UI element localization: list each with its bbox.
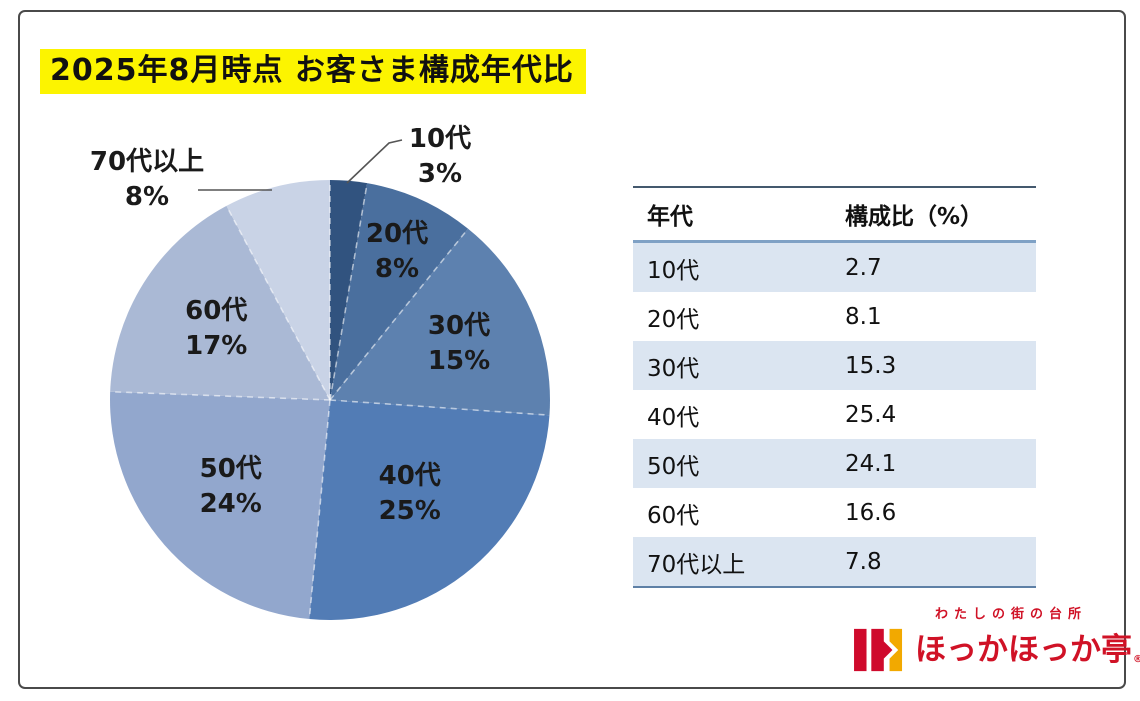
logo-name-text: ほっかほっか亭 xyxy=(915,631,1132,668)
table-row-60代: 60代 16.6 xyxy=(633,488,1036,537)
cell-age: 70代以上 xyxy=(633,537,831,588)
cell-ratio: 25.4 xyxy=(845,401,897,428)
pie-slice-60代 xyxy=(110,205,330,400)
brand-logo: わたしの街の台所 ほっかほっか亭® xyxy=(852,603,1140,674)
leader-line-10代 xyxy=(346,139,403,184)
table-header-row: 年代 構成比（%） xyxy=(633,186,1036,243)
cell-age: 20代 xyxy=(647,306,700,333)
cell-age: 40代 xyxy=(647,404,700,431)
cell-age: 60代 xyxy=(647,502,700,529)
hokka-hokka-tei-hh-icon xyxy=(854,628,903,672)
table-row-10代: 10代 2.7 xyxy=(633,241,1036,292)
pie-slice-20代 xyxy=(330,183,469,400)
cell-age: 50代 xyxy=(633,439,831,488)
slice-separator xyxy=(329,228,469,401)
slice-separator xyxy=(329,183,368,401)
logo-name: ほっかほっか亭® xyxy=(915,631,1140,668)
table-row-30代: 30代 15.3 xyxy=(633,341,1036,390)
slice-separator xyxy=(110,390,331,401)
cell-ratio: 16.6 xyxy=(845,499,897,526)
age-composition-table: 年代 構成比（%） 10代 2.7 20代 8.1 30代 15.3 40代 25.4 50代 2… xyxy=(633,186,1036,588)
cell-ratio: 7.8 xyxy=(831,537,1036,588)
cell-ratio: 2.7 xyxy=(831,241,1036,292)
table-row-40代: 40代 25.4 xyxy=(633,390,1036,439)
pie-slice-30代 xyxy=(330,228,550,416)
cell-ratio: 15.3 xyxy=(831,341,1036,390)
pie-slice-40代 xyxy=(309,400,550,620)
cell-ratio: 24.1 xyxy=(831,439,1036,488)
table-row-50代: 50代 24.1 xyxy=(633,439,1036,488)
cell-ratio: 8.1 xyxy=(845,303,882,330)
pie-chart xyxy=(110,139,550,620)
pie-slice-70代以上 xyxy=(226,180,330,400)
cell-age: 10代 xyxy=(633,241,831,292)
slice-separator xyxy=(329,399,550,416)
column-header-ratio: 構成比（%） xyxy=(831,186,1036,243)
page-title: 2025年8月時点 お客さま構成年代比 xyxy=(40,49,586,94)
cell-age: 30代 xyxy=(633,341,831,390)
slice-separator xyxy=(308,399,331,620)
table-row-70代以上: 70代以上 7.8 xyxy=(633,537,1036,588)
registered-trademark-icon: ® xyxy=(1133,653,1140,665)
pie-slice-50代 xyxy=(110,391,330,620)
table-row-20代: 20代 8.1 xyxy=(633,292,1036,341)
column-header-age: 年代 xyxy=(633,186,831,243)
logo-tagline: わたしの街の台所 xyxy=(934,607,1087,622)
slice-separator xyxy=(225,205,331,401)
